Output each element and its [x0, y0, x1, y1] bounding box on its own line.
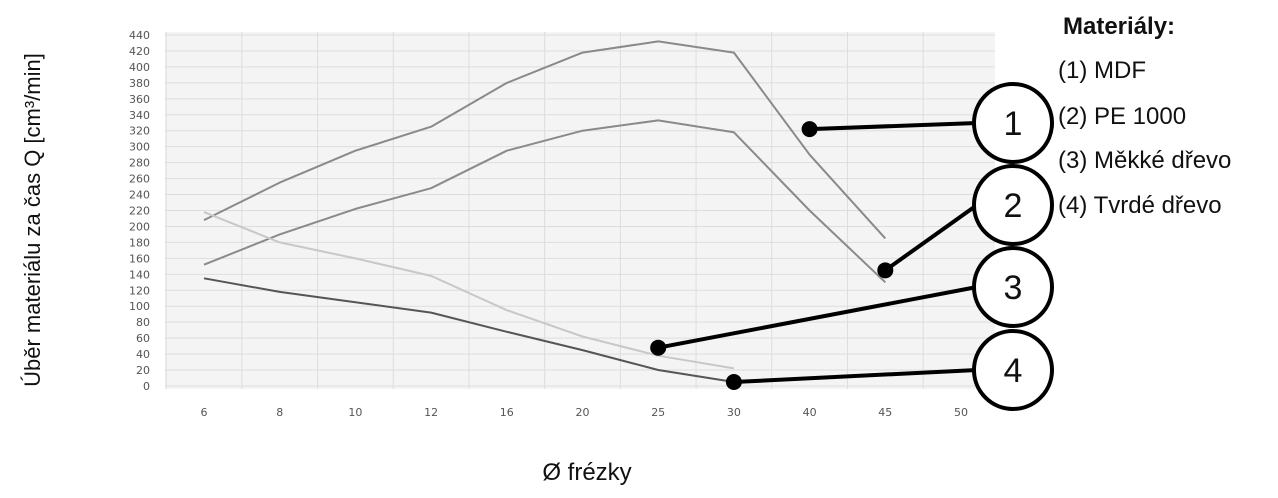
y-tick-label-22: 440 — [129, 29, 150, 42]
y-tick-label-10: 200 — [129, 220, 150, 233]
series-lines — [203, 40, 887, 383]
callout-dot-2 — [877, 262, 894, 279]
y-ticks: 0 20 40 60 80 100 120 140 160 180 200 220 240 260 280 3… — [129, 29, 150, 393]
legend: Materiály: (1) MDF (2) PE 1000 (3) Měkké… — [1058, 13, 1231, 219]
y-tick-label-14: 280 — [129, 157, 150, 170]
y-tick-label-7: 140 — [129, 268, 150, 281]
x-tick-label-2: 10 — [348, 406, 362, 419]
legend-item-2: (2) PE 1000 — [1058, 103, 1186, 130]
grid — [165, 32, 995, 389]
callout-leader-2 — [884, 203, 979, 272]
y-tick-label-3: 60 — [136, 332, 150, 345]
x-tick-label-7: 30 — [727, 406, 741, 419]
callout-dot-3 — [650, 339, 667, 356]
x-tick-label-4: 16 — [500, 406, 514, 419]
x-tick-label-6: 25 — [651, 406, 665, 419]
y-tick-label-11: 220 — [129, 205, 150, 218]
callout-circle-4 — [972, 329, 1054, 411]
y-tick-label-2: 40 — [136, 348, 150, 361]
series-line-3 — [203, 211, 735, 370]
callout-circle-1 — [972, 82, 1054, 164]
y-tick-label-4: 80 — [136, 316, 150, 329]
y-tick-label-16: 320 — [129, 125, 150, 138]
y-tick-label-12: 240 — [129, 189, 150, 202]
series-line-2 — [203, 119, 886, 284]
y-tick-label-9: 180 — [129, 236, 150, 249]
callouts: 1 2 3 4 — [650, 82, 1054, 411]
callout-leader-4 — [733, 368, 978, 385]
callout-circle-3 — [972, 246, 1054, 328]
series-line-1 — [203, 40, 887, 240]
callout-number-4: 4 — [1004, 352, 1023, 390]
x-tick-label-8: 40 — [803, 406, 817, 419]
y-axis-label: Úběr materiálu za čas Q [cm³/min] — [20, 53, 45, 387]
legend-title: Materiály: — [1063, 13, 1175, 40]
legend-item-1: (1) MDF — [1058, 57, 1146, 84]
callout-leader-3 — [657, 285, 978, 350]
x-tick-label-9: 45 — [878, 406, 892, 419]
y-tick-label-13: 260 — [129, 173, 150, 186]
y-tick-label-6: 120 — [129, 284, 150, 297]
y-tick-label-5: 100 — [129, 300, 150, 313]
series-line-4 — [203, 277, 735, 383]
callout-number-2: 2 — [1004, 187, 1023, 225]
y-tick-label-0: 0 — [143, 380, 150, 393]
callout-dot-1 — [801, 121, 818, 138]
callout-number-1: 1 — [1004, 105, 1023, 143]
y-tick-label-17: 340 — [129, 109, 150, 122]
y-tick-label-21: 420 — [129, 45, 150, 58]
x-ticks: 6 8 10 12 16 20 25 30 40 45 50 — [201, 406, 969, 419]
y-tick-label-20: 400 — [129, 61, 150, 74]
legend-item-3: (3) Měkké dřevo — [1058, 147, 1231, 174]
x-tick-label-3: 12 — [424, 406, 438, 419]
callout-dot-4 — [725, 374, 742, 391]
x-tick-label-1: 8 — [276, 406, 283, 419]
y-tick-label-1: 20 — [136, 364, 150, 377]
y-tick-label-8: 160 — [129, 252, 150, 265]
callout-leader-1 — [809, 121, 978, 132]
y-tick-label-19: 380 — [129, 77, 150, 90]
x-tick-label-5: 20 — [576, 406, 590, 419]
legend-item-4: (4) Tvrdé dřevo — [1058, 192, 1222, 219]
callout-number-3: 3 — [1004, 269, 1023, 307]
x-tick-label-10: 50 — [954, 406, 968, 419]
callout-circle-2 — [972, 164, 1054, 246]
x-tick-label-0: 6 — [201, 406, 208, 419]
y-tick-label-18: 360 — [129, 93, 150, 106]
x-axis-label: Ø frézky — [542, 459, 631, 486]
y-tick-label-15: 300 — [129, 141, 150, 154]
